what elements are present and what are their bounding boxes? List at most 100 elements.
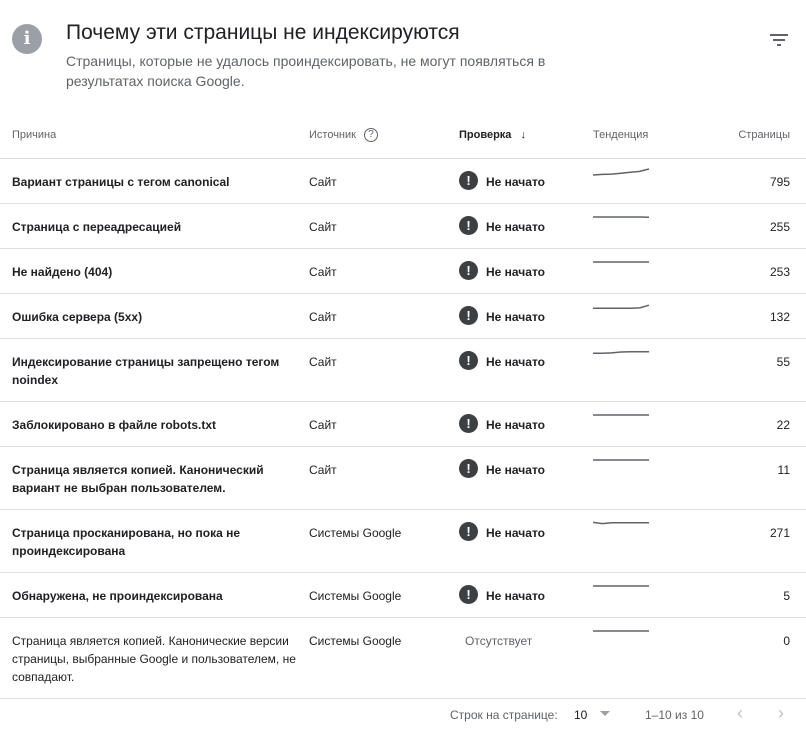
status-exclamation-icon: ! [459,414,478,434]
trend-cell [593,446,693,510]
reasons-table: Причина Источник? Проверка ↓ Тенденция С… [0,112,806,699]
source-cell: Системы Google [309,509,459,573]
status-exclamation-icon: ! [459,306,478,326]
trend-cell [593,401,693,447]
table-row[interactable]: Страница просканирована, но пока не прои… [0,509,806,573]
table-row[interactable]: Заблокировано в файле robots.txt Сайт ! Н… [0,401,806,447]
column-header-pages[interactable]: Страницы [693,112,806,159]
check-status: Не начато [486,309,545,324]
trend-sparkline [593,303,650,309]
column-label: Источник [309,128,356,141]
check-cell: ! Не начато [459,293,593,339]
status-exclamation-icon: ! [459,522,478,542]
check-cell: ! Не начато [459,203,593,249]
pages-cell: 11 [693,446,806,510]
trend-line [593,167,650,176]
column-header-check[interactable]: Проверка ↓ [459,112,593,159]
check-cell: ! Не начато [459,248,593,294]
table-row[interactable]: Страница является копией. Канонические в… [0,617,806,699]
table-row[interactable]: Ошибка сервера (5xx) Сайт ! Не начато 132 [0,293,806,339]
trend-cell [593,338,693,402]
source-cell: Сайт [309,401,459,447]
check-cell: ! Не начато [459,401,593,447]
column-header-source[interactable]: Источник? [309,112,459,159]
sort-arrow-down-icon: ↓ [520,128,526,141]
trend-sparkline [593,629,649,632]
info-icon: i [12,24,42,54]
reason-cell: Обнаружена, не проиндексирована [0,572,309,618]
reason-cell: Заблокировано в файле robots.txt [0,401,309,447]
trend-sparkline [593,215,650,218]
trend-sparkline [593,584,649,587]
pages-cell: 0 [693,617,806,699]
source-cell: Сайт [309,158,459,204]
trend-sparkline [593,167,650,176]
source-cell: Сайт [309,248,459,294]
prev-page-icon[interactable]: ‹ [737,703,743,723]
filter-icon[interactable] [768,32,790,48]
trend-line [593,521,649,524]
check-status: Не начато [486,264,545,279]
trend-line [593,350,649,354]
table-row[interactable]: Страница с переадресацией Сайт ! Не начат… [0,203,806,249]
check-cell: ! Не начато [459,509,593,573]
check-cell: ! Не начато [459,572,593,618]
source-cell: Сайт [309,446,459,510]
rows-per-page-value: 10 [574,708,588,722]
table-row[interactable]: Страница является копией. Канонический в… [0,446,806,510]
column-header-trend: Тенденция [593,112,693,159]
status-exclamation-icon: ! [459,351,478,371]
trend-cell [593,572,693,618]
status-exclamation-icon: ! [459,261,478,281]
check-status: Не начато [486,417,545,432]
next-page-icon[interactable]: › [778,703,784,723]
status-exclamation-icon: ! [459,459,478,479]
status-exclamation-icon: ! [459,585,478,605]
column-header-reason[interactable]: Причина [0,112,309,159]
check-status: Не начато [486,174,545,189]
pages-cell: 5 [693,572,806,618]
source-cell: Сайт [309,338,459,402]
pagination: Строк на странице: 10 1–10 из 10 ‹ › [0,689,806,739]
table-row[interactable]: Индексирование страницы запрещено тегом … [0,338,806,402]
reason-cell: Ошибка сервера (5xx) [0,293,309,339]
check-status: Не начато [486,462,545,477]
trend-sparkline [593,350,649,354]
check-status: Не начато [486,354,545,369]
trend-line [593,303,650,309]
dropdown-arrow-icon [600,711,610,716]
pages-cell: 253 [693,248,806,294]
rows-per-page-select[interactable]: 10 [574,708,610,722]
trend-cell [593,158,693,204]
pages-cell: 132 [693,293,806,339]
check-cell: ! Не начато [459,338,593,402]
check-status: Не начато [486,588,545,603]
trend-sparkline [593,521,649,524]
table-row[interactable]: Вариант страницы с тегом canonical Сайт … [0,158,806,204]
check-status: Не начато [486,525,545,540]
source-cell: Сайт [309,293,459,339]
table-row[interactable]: Не найдено (404) Сайт ! Не начато 253 [0,248,806,294]
status-exclamation-icon: ! [459,216,478,236]
pages-cell: 55 [693,338,806,402]
reason-cell: Вариант страницы с тегом canonical [0,158,309,204]
help-icon[interactable]: ? [363,127,378,142]
reason-cell: Страница является копией. Канонические в… [0,617,309,699]
rows-per-page-label: Строк на странице: [450,708,558,722]
trend-cell [593,509,693,573]
trend-sparkline [593,413,649,416]
page-range: 1–10 из 10 [645,708,704,722]
check-cell: ! Не начато [459,158,593,204]
column-label: Проверка [459,128,512,141]
reason-cell: Не найдено (404) [0,248,309,294]
trend-cell [593,203,693,249]
reason-cell: Страница с переадресацией [0,203,309,249]
card-subtitle: Страницы, которые не удалось проиндексир… [66,53,546,89]
table-row[interactable]: Обнаружена, не проиндексирована Системы … [0,572,806,618]
source-cell: Системы Google [309,617,459,699]
trend-cell [593,293,693,339]
card-title: Почему эти страницы не индексируются [66,21,460,44]
card-header: i Почему эти страницы не индексируются С… [0,0,806,112]
check-status: Не начато [486,219,545,234]
source-cell: Сайт [309,203,459,249]
